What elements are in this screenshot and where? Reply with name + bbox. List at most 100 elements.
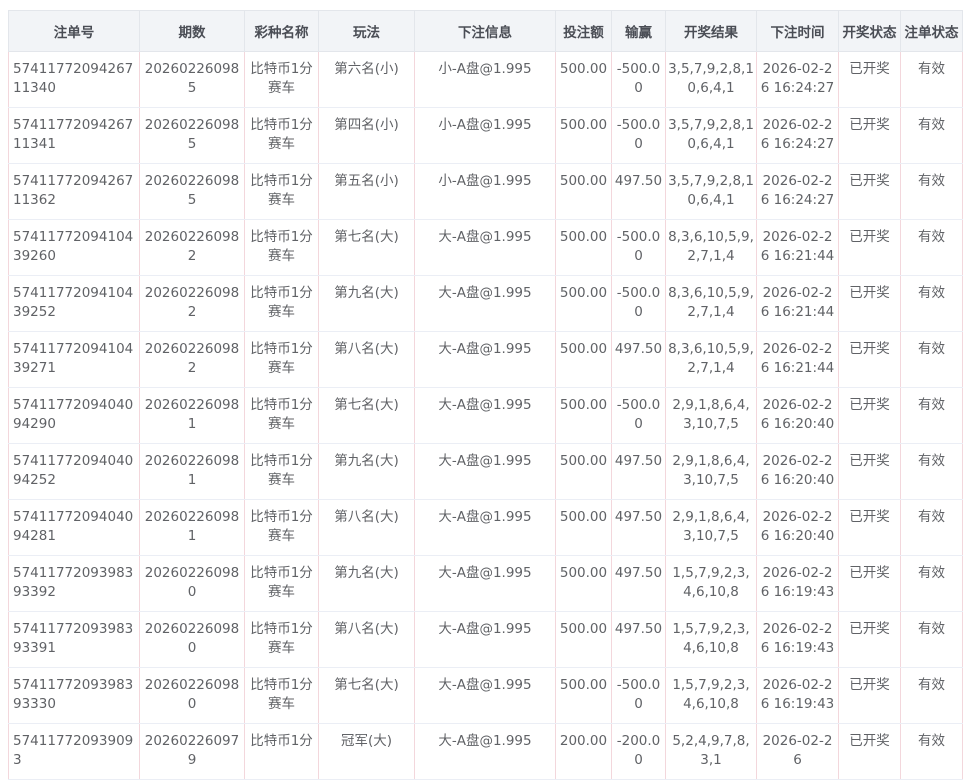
cell: 比特币1分赛车 — [244, 499, 319, 556]
bet-row: 5741177209404094281 202602260981 比特币1分赛车 第八… — [8, 499, 963, 556]
cell: 第八名(大) — [318, 499, 415, 556]
cell: 500.00 — [555, 107, 612, 164]
cell: 2026-02-26 — [756, 723, 839, 780]
cell: 202602260985 — [139, 163, 245, 220]
cell: 已开奖 — [838, 387, 901, 444]
cell: 大-A盘@1.995 — [414, 723, 556, 780]
cell: 第九名(大) — [318, 555, 415, 612]
cell: 5741177209404094281 — [8, 499, 140, 556]
cell: 202602260985 — [139, 51, 245, 108]
bet-row: 5741177209398393330 202602260980 比特币1分赛车 第七… — [8, 667, 963, 724]
cell: -500.00 — [611, 219, 666, 276]
cell: 2026-02-26 16:21:44 — [756, 275, 839, 332]
cell: 8,3,6,10,5,9,2,7,1,4 — [665, 331, 757, 388]
bet-table: 注单号 期数 彩种名称 玩法 下注信息 投注额 输赢 开奖结果 下注时间 开奖状态 注单状态 574… — [8, 10, 963, 780]
cell: 5741177209404094252 — [8, 443, 140, 500]
cell: 已开奖 — [838, 611, 901, 668]
cell: 比特币1分赛车 — [244, 443, 319, 500]
cell: 第六名(小) — [318, 51, 415, 108]
column-header: 期数 — [139, 10, 245, 52]
cell: 已开奖 — [838, 331, 901, 388]
cell: 3,5,7,9,2,8,10,6,4,1 — [665, 107, 757, 164]
cell: 574117720939093 — [8, 723, 140, 780]
cell: 202602260982 — [139, 219, 245, 276]
cell: -500.00 — [611, 667, 666, 724]
cell: 497.50 — [611, 499, 666, 556]
column-header: 下注信息 — [414, 10, 556, 52]
cell: 已开奖 — [838, 163, 901, 220]
cell: 第九名(大) — [318, 275, 415, 332]
cell: 有效 — [900, 219, 963, 276]
cell: 500.00 — [555, 275, 612, 332]
cell: 200.00 — [555, 723, 612, 780]
cell: 比特币1分赛车 — [244, 107, 319, 164]
cell: 冠军(大) — [318, 723, 415, 780]
cell: 5741177209398393330 — [8, 667, 140, 724]
cell: 202602260981 — [139, 499, 245, 556]
cell: 1,5,7,9,2,3,4,6,10,8 — [665, 611, 757, 668]
bet-row: 574117720939093 202602260979 比特币1分 冠军(大) 大-A… — [8, 723, 963, 780]
cell: -500.00 — [611, 275, 666, 332]
cell: 2,9,1,8,6,4,3,10,7,5 — [665, 387, 757, 444]
cell: 497.50 — [611, 443, 666, 500]
cell: 3,5,7,9,2,8,10,6,4,1 — [665, 163, 757, 220]
cell: 已开奖 — [838, 275, 901, 332]
cell: 5741177209410439260 — [8, 219, 140, 276]
bet-row: 5741177209410439271 202602260982 比特币1分赛车 第八… — [8, 331, 963, 388]
cell: 已开奖 — [838, 107, 901, 164]
bet-row: 5741177209426711340 202602260985 比特币1分赛车 第六… — [8, 51, 963, 108]
cell: 3,5,7,9,2,8,10,6,4,1 — [665, 51, 757, 108]
bet-row: 5741177209426711341 202602260985 比特币1分赛车 第四… — [8, 107, 963, 164]
cell: 8,3,6,10,5,9,2,7,1,4 — [665, 275, 757, 332]
cell: 第八名(大) — [318, 611, 415, 668]
bet-row: 5741177209426711362 202602260985 比特币1分赛车 第五… — [8, 163, 963, 220]
cell: 有效 — [900, 107, 963, 164]
cell: 第四名(小) — [318, 107, 415, 164]
cell: 已开奖 — [838, 555, 901, 612]
cell: 1,5,7,9,2,3,4,6,10,8 — [665, 555, 757, 612]
cell: 比特币1分赛车 — [244, 51, 319, 108]
cell: 2026-02-26 16:24:27 — [756, 163, 839, 220]
cell: 第七名(大) — [318, 667, 415, 724]
cell: 5741177209426711340 — [8, 51, 140, 108]
cell: 202602260985 — [139, 107, 245, 164]
cell: 5741177209398393391 — [8, 611, 140, 668]
cell: 202602260981 — [139, 443, 245, 500]
cell: 大-A盘@1.995 — [414, 387, 556, 444]
cell: 2026-02-26 16:24:27 — [756, 107, 839, 164]
cell: 已开奖 — [838, 499, 901, 556]
cell: 小-A盘@1.995 — [414, 163, 556, 220]
cell: 大-A盘@1.995 — [414, 555, 556, 612]
cell: 5,2,4,9,7,8,3,1 — [665, 723, 757, 780]
cell: 大-A盘@1.995 — [414, 499, 556, 556]
cell: 比特币1分赛车 — [244, 611, 319, 668]
column-header: 注单状态 — [900, 10, 963, 52]
cell: 已开奖 — [838, 51, 901, 108]
bet-row: 5741177209398393391 202602260980 比特币1分赛车 第八… — [8, 611, 963, 668]
cell: 202602260980 — [139, 611, 245, 668]
cell: 比特币1分赛车 — [244, 331, 319, 388]
cell: 5741177209426711362 — [8, 163, 140, 220]
cell: 有效 — [900, 387, 963, 444]
cell: 500.00 — [555, 667, 612, 724]
column-header: 下注时间 — [756, 10, 839, 52]
cell: -500.00 — [611, 51, 666, 108]
cell: 比特币1分 — [244, 723, 319, 780]
cell: 有效 — [900, 275, 963, 332]
cell: 497.50 — [611, 163, 666, 220]
cell: 第七名(大) — [318, 219, 415, 276]
cell: 小-A盘@1.995 — [414, 51, 556, 108]
cell: 5741177209404094290 — [8, 387, 140, 444]
cell: 比特币1分赛车 — [244, 163, 319, 220]
cell: 有效 — [900, 667, 963, 724]
cell: 2026-02-26 16:19:43 — [756, 611, 839, 668]
cell: 2026-02-26 16:21:44 — [756, 331, 839, 388]
cell: 2,9,1,8,6,4,3,10,7,5 — [665, 499, 757, 556]
column-header: 开奖结果 — [665, 10, 757, 52]
cell: 大-A盘@1.995 — [414, 219, 556, 276]
cell: -200.00 — [611, 723, 666, 780]
cell: 第五名(小) — [318, 163, 415, 220]
cell: 第七名(大) — [318, 387, 415, 444]
cell: 有效 — [900, 51, 963, 108]
cell: 2026-02-26 16:20:40 — [756, 387, 839, 444]
